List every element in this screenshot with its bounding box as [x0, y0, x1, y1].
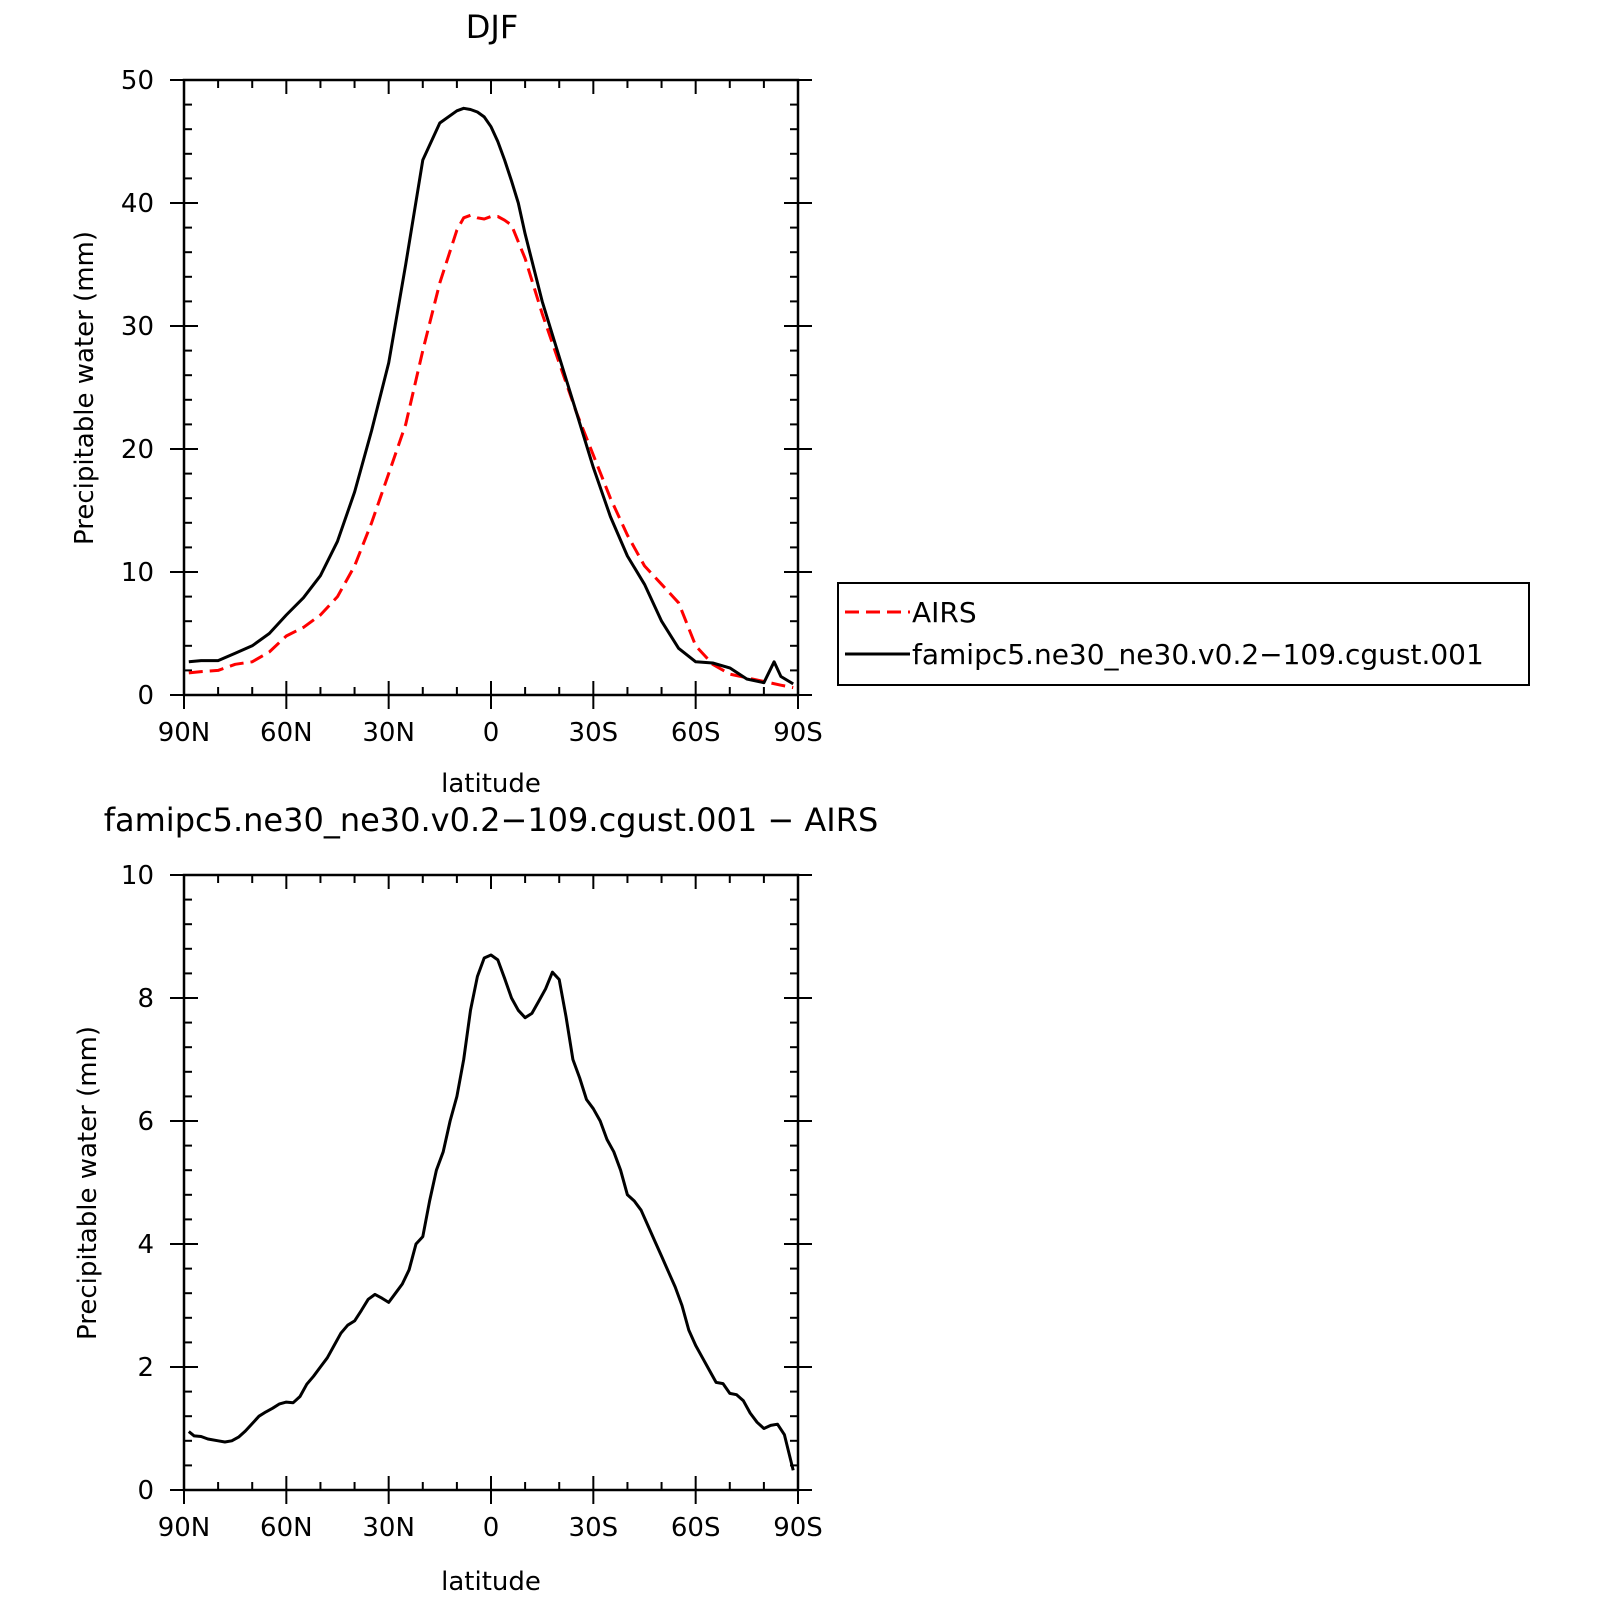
bottom-ytick-label: 8 — [137, 984, 154, 1014]
bottom-x-tick-labels: 90N 60N 30N 0 30S 60S 90S — [158, 1513, 823, 1543]
top-y-tick-labels: 0 10 20 30 40 50 — [121, 66, 154, 711]
legend-box — [837, 582, 1530, 686]
series-line-famipc5 — [188, 106, 794, 686]
bottom-xtick-label: 30N — [362, 1513, 415, 1543]
bottom-series-layer — [187, 953, 795, 1471]
top-series-layer — [188, 106, 794, 690]
top-ytick-label: 50 — [121, 66, 154, 96]
bottom-xtick-label: 30S — [569, 1513, 619, 1543]
top-chart: DJF 0 10 20 30 40 50 90N 60N 30N 0 30S 6… — [70, 8, 823, 799]
bottom-ytick-label: 10 — [121, 861, 154, 891]
bottom-chart-title: famipc5.ne30_ne30.v0.2−109.cgust.001 − A… — [104, 801, 879, 839]
bottom-chart: famipc5.ne30_ne30.v0.2−109.cgust.001 − A… — [73, 801, 878, 1597]
bottom-ytick-label: 6 — [137, 1107, 154, 1137]
top-xtick-label: 90N — [158, 718, 211, 748]
legend-label-airs: AIRS — [912, 596, 977, 629]
top-xtick-label: 30N — [362, 718, 415, 748]
bottom-xtick-label: 0 — [483, 1513, 500, 1543]
top-ytick-label: 10 — [121, 558, 154, 588]
bottom-tick-marks — [170, 874, 812, 1504]
top-xtick-label: 0 — [483, 718, 500, 748]
top-xtick-label: 60N — [260, 718, 313, 748]
top-x-axis-label: latitude — [441, 769, 541, 799]
bottom-xtick-label: 90N — [158, 1513, 211, 1543]
bottom-y-tick-labels: 0 2 4 6 8 10 — [121, 861, 154, 1506]
bottom-plot-frame — [182, 873, 800, 1492]
top-chart-title: DJF — [466, 8, 518, 46]
bottom-ytick-label: 4 — [137, 1230, 154, 1260]
top-xtick-label: 30S — [569, 718, 619, 748]
top-ytick-label: 0 — [137, 681, 154, 711]
top-ytick-label: 30 — [121, 312, 154, 342]
bottom-xtick-label: 60S — [671, 1513, 721, 1543]
bottom-ytick-label: 2 — [137, 1353, 154, 1383]
legend-label-famipc5: famipc5.ne30_ne30.v0.2−109.cgust.001 — [912, 638, 1484, 671]
top-plot-frame — [182, 78, 800, 697]
top-y-axis-label: Precipitable water (mm) — [70, 231, 100, 545]
top-ytick-label: 20 — [121, 435, 154, 465]
bottom-x-axis-label: latitude — [441, 1567, 541, 1597]
bottom-y-axis-label: Precipitable water (mm) — [73, 1026, 103, 1340]
legend: AIRS famipc5.ne30_ne30.v0.2−109.cgust.00… — [837, 582, 1530, 686]
top-x-tick-labels: 90N 60N 30N 0 30S 60S 90S — [158, 718, 823, 748]
bottom-xtick-label: 90S — [773, 1513, 823, 1543]
bottom-xtick-label: 60N — [260, 1513, 313, 1543]
bottom-ytick-label: 0 — [137, 1476, 154, 1506]
series-line-difference — [187, 953, 795, 1471]
top-xtick-label: 90S — [773, 718, 823, 748]
top-ytick-label: 40 — [121, 189, 154, 219]
top-tick-marks — [170, 79, 812, 709]
series-line-airs — [188, 213, 794, 690]
top-xtick-label: 60S — [671, 718, 721, 748]
